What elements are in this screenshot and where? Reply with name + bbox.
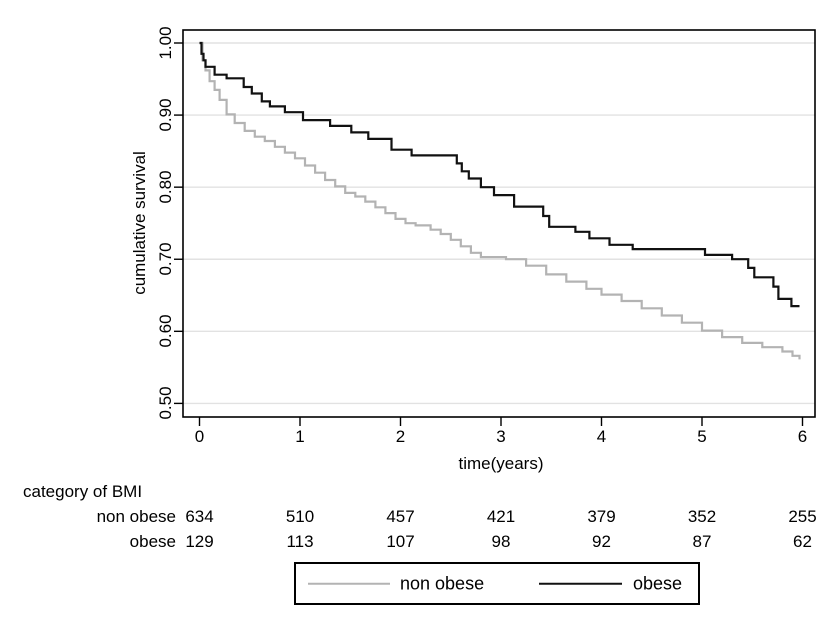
risk-count-non-obese: 379 (587, 507, 616, 526)
risk-count-non-obese: 510 (285, 507, 315, 526)
plot-border (182, 29, 816, 418)
x-axis-tick-label: 0 (194, 427, 205, 446)
x-axis-tick-label: 3 (496, 427, 506, 446)
y-axis-tick-label: 0.80 (156, 170, 175, 204)
survival-curve-obese (199, 41, 800, 308)
risk-count-non-obese: 255 (788, 507, 817, 526)
risk-count-non-obese: 421 (486, 507, 516, 526)
legend-label-non-obese: non obese (400, 573, 485, 593)
risk-count-non-obese: 457 (386, 507, 415, 526)
risk-count-obese: 87 (692, 532, 712, 551)
risk-count-obese: 113 (286, 532, 314, 551)
plot-area (174, 29, 816, 426)
risk-count-non-obese: 634 (185, 507, 214, 526)
legend-label-obese: obese (633, 573, 683, 593)
x-axis-tick-label: 4 (596, 427, 607, 446)
y-axis-tick-label: 0.70 (156, 242, 175, 276)
risk-count-non-obese: 352 (687, 507, 717, 526)
legend-line-obese (539, 582, 622, 585)
legend-box: non obese obese (294, 562, 700, 605)
risk-table-row-label-non-obese: non obese (96, 507, 176, 526)
x-axis-tick-label: 6 (797, 427, 808, 446)
y-axis-tick-label: 0.90 (156, 98, 175, 132)
y-axis-tick-label: 1.00 (156, 26, 175, 60)
survival-curve-non-obese (199, 41, 801, 360)
x-axis-title: time(years) (458, 454, 544, 473)
y-axis-tick-label: 0.50 (156, 386, 175, 420)
risk-count-obese: 129 (185, 532, 214, 551)
x-axis-tick-label: 5 (697, 427, 707, 446)
risk-count-obese: 62 (793, 532, 812, 551)
risk-count-obese: 92 (592, 532, 611, 551)
legend-line-non-obese (308, 582, 390, 585)
x-axis-tick-label: 2 (395, 427, 406, 446)
risk-table-row-label-obese: obese (129, 532, 176, 551)
y-axis-title: cumulative survival (130, 151, 149, 295)
risk-table-title: category of BMI (23, 482, 143, 501)
y-axis-tick-label: 0.60 (156, 314, 175, 348)
risk-count-obese: 107 (386, 532, 415, 551)
risk-count-obese: 98 (491, 532, 511, 551)
x-axis-tick-label: 1 (295, 427, 305, 446)
